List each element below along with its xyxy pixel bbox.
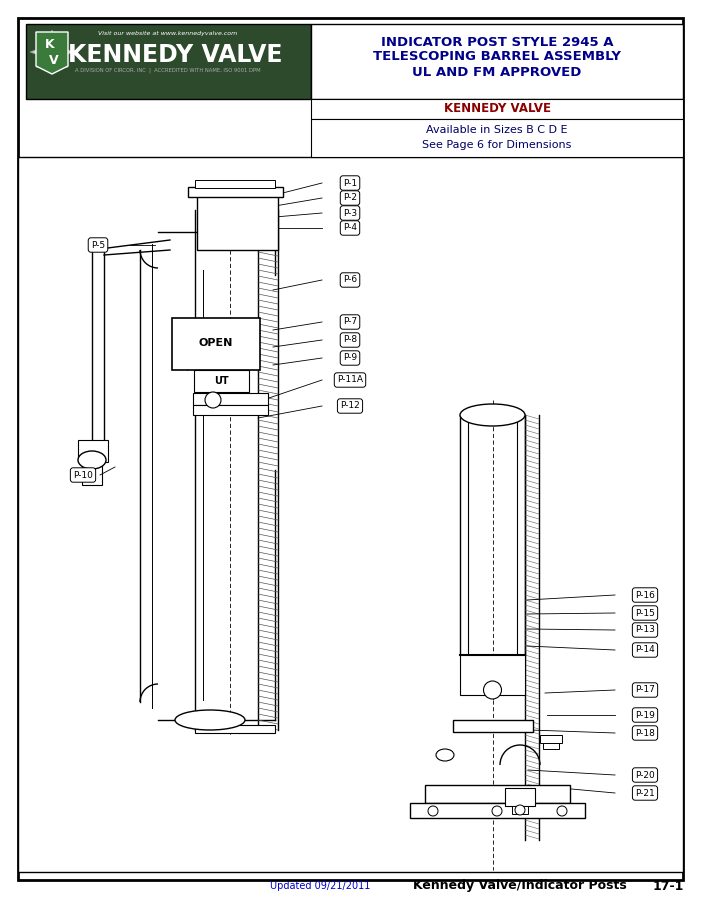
Text: P-13: P-13 — [635, 626, 655, 635]
Text: A DIVISION OF CIRCOR, INC  |  ACCREDITED WITH NAME, ISO 9001 DPM: A DIVISION OF CIRCOR, INC | ACCREDITED W… — [75, 67, 261, 73]
Text: TELESCOPING BARREL ASSEMBLY: TELESCOPING BARREL ASSEMBLY — [373, 51, 621, 63]
Bar — [540, 735, 562, 743]
Text: P-21: P-21 — [635, 788, 655, 797]
Text: See Page 6 for Dimensions: See Page 6 for Dimensions — [422, 140, 572, 150]
Polygon shape — [30, 30, 74, 74]
Bar — [172, 318, 260, 370]
Text: P-9: P-9 — [343, 354, 357, 363]
Text: P-18: P-18 — [635, 728, 655, 737]
Circle shape — [484, 681, 501, 699]
Circle shape — [205, 392, 221, 408]
Bar — [512, 806, 528, 814]
Text: P-17: P-17 — [635, 686, 655, 695]
Bar — [82, 455, 102, 485]
Bar — [311, 99, 683, 119]
Polygon shape — [36, 32, 68, 74]
Text: V: V — [49, 54, 59, 66]
Bar — [195, 725, 275, 733]
Text: P-12: P-12 — [340, 402, 360, 411]
Bar — [195, 180, 275, 188]
Text: KENNEDY VALVE: KENNEDY VALVE — [444, 102, 550, 115]
Bar — [194, 370, 249, 392]
Bar — [453, 720, 533, 732]
Text: P-6: P-6 — [343, 276, 357, 285]
Text: P-4: P-4 — [343, 223, 357, 232]
Text: P-16: P-16 — [635, 590, 655, 600]
Ellipse shape — [78, 451, 106, 469]
Circle shape — [515, 805, 525, 815]
Ellipse shape — [175, 710, 245, 730]
Bar — [193, 405, 268, 415]
Text: P-19: P-19 — [635, 710, 655, 719]
Bar — [26, 24, 311, 99]
Ellipse shape — [460, 404, 525, 426]
Text: P-3: P-3 — [343, 209, 357, 218]
Text: P-8: P-8 — [343, 336, 357, 345]
Text: Available in Sizes B C D E: Available in Sizes B C D E — [426, 125, 568, 135]
Bar — [78, 440, 108, 462]
Circle shape — [557, 806, 567, 816]
Text: P-20: P-20 — [635, 771, 655, 779]
Bar — [410, 803, 585, 818]
Text: P-15: P-15 — [635, 609, 655, 618]
Circle shape — [428, 806, 438, 816]
Text: P-11A: P-11A — [337, 375, 363, 385]
Text: P-7: P-7 — [343, 317, 357, 327]
Bar — [18, 157, 683, 872]
Text: K: K — [45, 38, 55, 52]
Text: OPEN: OPEN — [199, 338, 233, 348]
Bar — [197, 195, 278, 250]
Bar — [425, 785, 570, 803]
Text: UT: UT — [214, 376, 229, 386]
Bar — [188, 187, 283, 197]
Text: UL AND FM APPROVED: UL AND FM APPROVED — [412, 65, 582, 79]
Text: P-1: P-1 — [343, 179, 357, 188]
Bar — [193, 393, 268, 405]
Text: P-10: P-10 — [73, 471, 93, 480]
Text: KENNEDY VALVE: KENNEDY VALVE — [68, 43, 283, 67]
Ellipse shape — [436, 749, 454, 761]
Bar — [460, 655, 525, 695]
Bar — [543, 743, 559, 749]
Text: Visit our website at www.kennedyvalve.com: Visit our website at www.kennedyvalve.co… — [98, 32, 238, 36]
Bar — [505, 788, 535, 806]
Text: P-2: P-2 — [343, 193, 357, 202]
Text: P-14: P-14 — [635, 646, 655, 655]
Text: P-5: P-5 — [91, 240, 105, 249]
Text: 17-1: 17-1 — [653, 880, 683, 892]
Text: Updated 09/21/2011: Updated 09/21/2011 — [270, 881, 370, 891]
Bar — [311, 24, 683, 99]
Text: INDICATOR POST STYLE 2945 A: INDICATOR POST STYLE 2945 A — [381, 35, 613, 48]
Text: Kennedy Valve/Indicator Posts: Kennedy Valve/Indicator Posts — [413, 880, 627, 892]
Bar — [311, 119, 683, 157]
Circle shape — [492, 806, 502, 816]
